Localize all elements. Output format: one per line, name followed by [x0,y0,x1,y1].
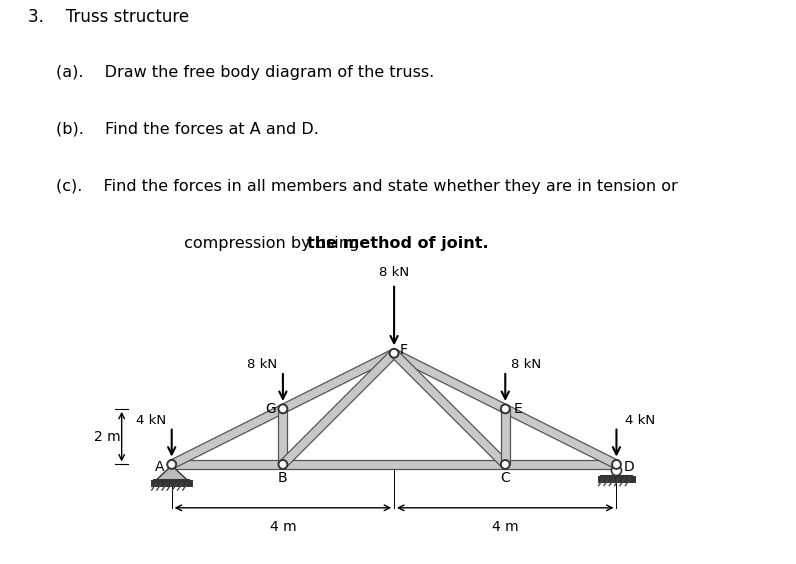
Polygon shape [501,409,509,464]
Polygon shape [156,465,187,480]
Circle shape [279,460,287,469]
Text: (c).  Find the forces in all members and state whether they are in tension or: (c). Find the forces in all members and … [56,179,677,194]
Text: compression by using: compression by using [115,236,365,251]
Polygon shape [172,460,283,469]
Text: 8 kN: 8 kN [247,358,277,371]
Polygon shape [505,460,616,469]
Circle shape [279,404,287,413]
Text: E: E [513,402,522,416]
Text: 2 m: 2 m [95,430,121,444]
Polygon shape [170,405,285,469]
Circle shape [611,465,622,475]
Polygon shape [281,349,396,413]
Circle shape [501,404,509,413]
Text: the method of joint.: the method of joint. [307,236,489,251]
Text: (b).  Find the forces at A and D.: (b). Find the forces at A and D. [56,122,318,137]
Text: 8 kN: 8 kN [379,266,409,279]
Text: B: B [278,472,287,486]
Polygon shape [392,349,507,413]
Text: C: C [501,472,510,486]
Polygon shape [283,460,505,469]
Text: 3.  Truss structure: 3. Truss structure [28,8,189,26]
Circle shape [389,349,399,358]
Text: 4 kN: 4 kN [135,413,166,426]
Polygon shape [391,350,509,468]
Text: 4 kN: 4 kN [625,413,655,426]
Polygon shape [279,350,397,468]
Circle shape [612,460,621,469]
Circle shape [167,460,176,469]
Text: A: A [154,460,164,474]
Text: 4 m: 4 m [492,520,518,534]
Text: D: D [623,460,634,474]
Text: (a).  Draw the free body diagram of the truss.: (a). Draw the free body diagram of the t… [56,65,434,80]
Text: G: G [265,402,276,416]
Circle shape [501,460,509,469]
Text: 4 m: 4 m [270,520,296,534]
Text: 8 kN: 8 kN [511,358,541,371]
Polygon shape [279,409,287,464]
Text: F: F [400,343,408,358]
Polygon shape [503,405,618,469]
